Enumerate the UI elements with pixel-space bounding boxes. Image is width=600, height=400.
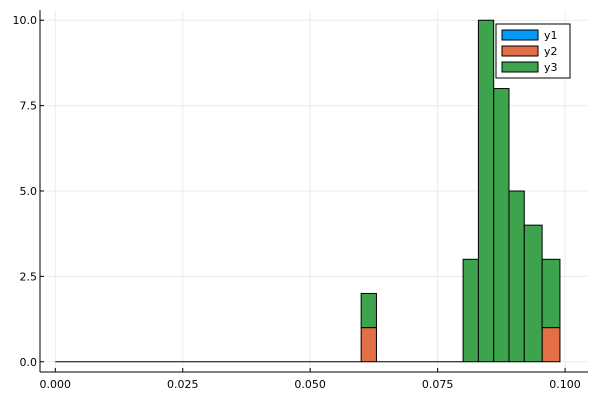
bar-y3-bin-1 bbox=[360, 292, 377, 329]
x-tick-label-3: 0.075 bbox=[422, 378, 454, 391]
y-tick-label-2: 5.0 bbox=[20, 185, 38, 198]
y-tick-label-0: 0.0 bbox=[20, 356, 38, 369]
bar-y2-bin-1 bbox=[360, 327, 377, 363]
bar-y3-bin-7 bbox=[523, 224, 543, 363]
x-tick-label-2: 0.050 bbox=[294, 378, 326, 391]
bar-y2-bin-8 bbox=[541, 327, 561, 363]
legend-label-y2: y2 bbox=[544, 45, 558, 58]
y-tick-label-3: 7.5 bbox=[20, 100, 38, 113]
bars bbox=[55, 19, 561, 363]
bar-y3-bin-5 bbox=[493, 88, 510, 363]
y-tick-label-4: 10.0 bbox=[13, 14, 38, 27]
legend: y1 y2 y3 bbox=[495, 23, 571, 79]
y-tick-label-1: 2.5 bbox=[20, 270, 38, 283]
legend-label-y1: y1 bbox=[544, 29, 558, 42]
legend-swatch-y1 bbox=[501, 29, 539, 41]
legend-swatch-y2 bbox=[501, 45, 539, 57]
x-tick-label-4: 0.100 bbox=[549, 378, 581, 391]
bar-y3-bin-3 bbox=[462, 258, 479, 363]
bar-y3-bin-4 bbox=[477, 19, 495, 363]
tick-labels: 0.000 0.025 0.050 0.075 0.100 0.0 2.5 5.0 7.5 10.… bbox=[13, 14, 581, 391]
x-tick-label-1: 0.025 bbox=[167, 378, 199, 391]
bar-y3-bin-6 bbox=[508, 190, 525, 363]
legend-label-y3: y3 bbox=[544, 61, 558, 74]
axes bbox=[39, 10, 588, 373]
legend-swatch-y3 bbox=[501, 61, 539, 73]
x-tick-label-0: 0.000 bbox=[40, 378, 72, 391]
bar-y3-bin-8 bbox=[541, 258, 561, 329]
